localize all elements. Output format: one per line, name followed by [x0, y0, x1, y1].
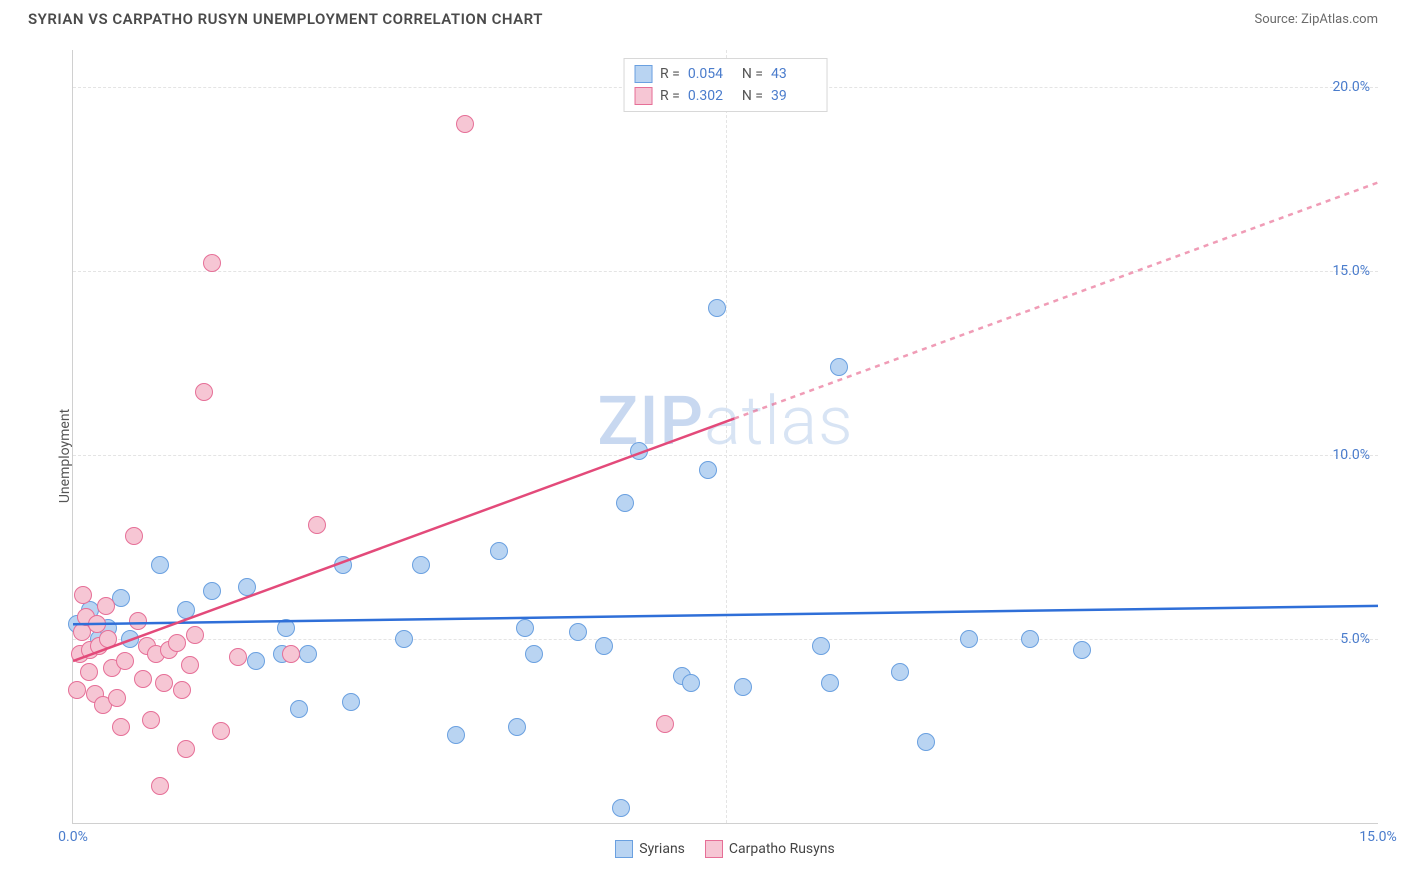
y-tick-label: 20.0%: [1332, 79, 1370, 95]
data-point: [116, 652, 134, 670]
data-point: [342, 693, 360, 711]
data-point: [155, 674, 173, 692]
data-point: [203, 254, 221, 272]
data-point: [173, 681, 191, 699]
data-point: [395, 630, 413, 648]
data-point: [142, 711, 160, 729]
series-legend: Syrians Carpatho Rusyns: [72, 840, 1378, 862]
data-point: [812, 637, 830, 655]
data-point: [68, 681, 86, 699]
data-point: [699, 461, 717, 479]
source-attribution: Source: ZipAtlas.com: [1254, 12, 1378, 27]
chart-title: SYRIAN VS CARPATHO RUSYN UNEMPLOYMENT CO…: [28, 10, 543, 28]
legend-item-carpatho: Carpatho Rusyns: [705, 840, 835, 858]
legend-swatch-pink: [634, 87, 652, 105]
data-point: [334, 556, 352, 574]
legend-swatch-blue: [634, 65, 652, 83]
data-point: [569, 623, 587, 641]
data-point: [595, 637, 613, 655]
data-point: [1021, 630, 1039, 648]
data-point: [177, 740, 195, 758]
data-point: [80, 663, 98, 681]
data-point: [203, 582, 221, 600]
data-point: [490, 542, 508, 560]
data-point: [708, 299, 726, 317]
y-tick-label: 5.0%: [1340, 631, 1370, 647]
data-point: [121, 630, 139, 648]
legend-r-value: 0.302: [688, 88, 734, 104]
data-point: [186, 626, 204, 644]
legend-n-label: N =: [742, 66, 763, 82]
data-point: [108, 689, 126, 707]
data-point: [177, 601, 195, 619]
data-point: [282, 645, 300, 663]
data-point: [229, 648, 247, 666]
data-point: [97, 597, 115, 615]
data-point: [612, 799, 630, 817]
data-point: [630, 442, 648, 460]
data-point: [290, 700, 308, 718]
x-tick-label: 15.0%: [1359, 829, 1397, 845]
data-point: [134, 670, 152, 688]
data-point: [99, 630, 117, 648]
regression-line: [734, 183, 1378, 419]
data-point: [830, 358, 848, 376]
data-point: [960, 630, 978, 648]
data-point: [656, 715, 674, 733]
data-point: [181, 656, 199, 674]
gridline-v: [726, 50, 727, 823]
data-point: [168, 634, 186, 652]
legend-swatch-pink: [705, 840, 723, 858]
data-point: [125, 527, 143, 545]
data-point: [151, 777, 169, 795]
legend-label: Carpatho Rusyns: [729, 841, 835, 857]
data-point: [525, 645, 543, 663]
legend-r-label: R =: [660, 88, 680, 104]
data-point: [456, 115, 474, 133]
y-tick-label: 15.0%: [1332, 263, 1370, 279]
legend-row: R = 0.054 N = 43: [634, 63, 817, 85]
legend-item-syrians: Syrians: [615, 840, 685, 858]
data-point: [1073, 641, 1091, 659]
data-point: [616, 494, 634, 512]
data-point: [308, 516, 326, 534]
chart-area: Unemployment ZIPatlas R = 0.054 N = 43 R…: [28, 40, 1378, 872]
data-point: [299, 645, 317, 663]
data-point: [129, 612, 147, 630]
data-point: [917, 733, 935, 751]
data-point: [412, 556, 430, 574]
data-point: [516, 619, 534, 637]
plot-region: ZIPatlas R = 0.054 N = 43 R = 0.302 N = …: [72, 50, 1378, 824]
legend-r-value: 0.054: [688, 66, 734, 82]
y-axis-label: Unemployment: [57, 409, 73, 503]
data-point: [151, 556, 169, 574]
legend-swatch-blue: [615, 840, 633, 858]
data-point: [508, 718, 526, 736]
y-tick-label: 10.0%: [1332, 447, 1370, 463]
data-point: [238, 578, 256, 596]
data-point: [247, 652, 265, 670]
data-point: [447, 726, 465, 744]
legend-n-value: 39: [771, 88, 817, 104]
data-point: [277, 619, 295, 637]
x-tick-label: 0.0%: [58, 829, 88, 845]
legend-n-value: 43: [771, 66, 817, 82]
data-point: [74, 586, 92, 604]
legend-n-label: N =: [742, 88, 763, 104]
data-point: [734, 678, 752, 696]
data-point: [891, 663, 909, 681]
data-point: [212, 722, 230, 740]
legend-r-label: R =: [660, 66, 680, 82]
watermark-zip: ZIP: [597, 381, 704, 461]
data-point: [821, 674, 839, 692]
legend-row: R = 0.302 N = 39: [634, 85, 817, 107]
chart-header: SYRIAN VS CARPATHO RUSYN UNEMPLOYMENT CO…: [0, 0, 1406, 36]
data-point: [195, 383, 213, 401]
legend-label: Syrians: [639, 841, 685, 857]
data-point: [112, 718, 130, 736]
correlation-legend: R = 0.054 N = 43 R = 0.302 N = 39: [623, 58, 828, 112]
data-point: [682, 674, 700, 692]
